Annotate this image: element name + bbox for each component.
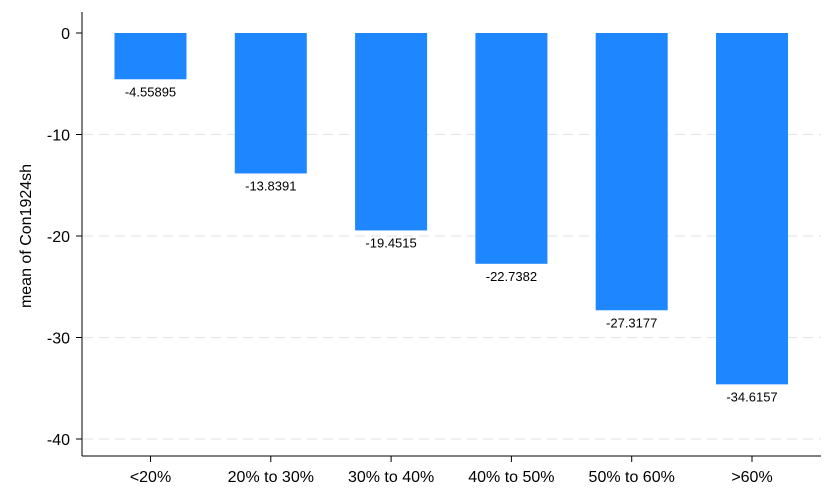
x-tick-label: <20% bbox=[130, 469, 171, 486]
bar-value-label: -22.7382 bbox=[486, 269, 537, 284]
y-tick-label: 0 bbox=[61, 26, 70, 43]
y-tick-label: -20 bbox=[47, 229, 70, 246]
bar bbox=[716, 33, 788, 385]
axes bbox=[81, 12, 821, 457]
bars bbox=[114, 33, 788, 385]
y-tick-label: -10 bbox=[47, 128, 70, 145]
bar bbox=[595, 33, 668, 311]
gridlines bbox=[83, 133, 821, 440]
bar-value-label: -19.4515 bbox=[365, 235, 416, 250]
bar-value-label: -13.8391 bbox=[245, 178, 296, 193]
bar-value-label: -4.55895 bbox=[125, 84, 176, 99]
y-ticks: 0 -10 -20 -30 -40 bbox=[47, 26, 82, 449]
x-tick-label: >60% bbox=[731, 469, 772, 486]
bar bbox=[114, 33, 187, 80]
x-tick-label: 20% to 30% bbox=[228, 469, 314, 486]
y-tick-label: -40 bbox=[47, 432, 70, 449]
bar bbox=[355, 33, 428, 231]
bar bbox=[234, 33, 307, 174]
bar-value-label: -34.6157 bbox=[726, 389, 777, 404]
x-tick-label: 30% to 40% bbox=[348, 469, 434, 486]
x-ticks: <20% 20% to 30% 30% to 40% 40% to 50% 50% to… bbox=[130, 456, 773, 486]
x-tick-label: 50% to 60% bbox=[589, 469, 675, 486]
bar-value-label: -27.3177 bbox=[606, 315, 657, 330]
x-tick-label: 40% to 50% bbox=[468, 469, 554, 486]
y-axis-title: mean of Con1924sh bbox=[18, 164, 35, 308]
bar bbox=[475, 33, 548, 264]
data-labels: -4.55895 -13.8391 -19.4515 -22.7382 -27.3177… bbox=[125, 84, 778, 404]
y-tick-label: -30 bbox=[47, 331, 70, 348]
